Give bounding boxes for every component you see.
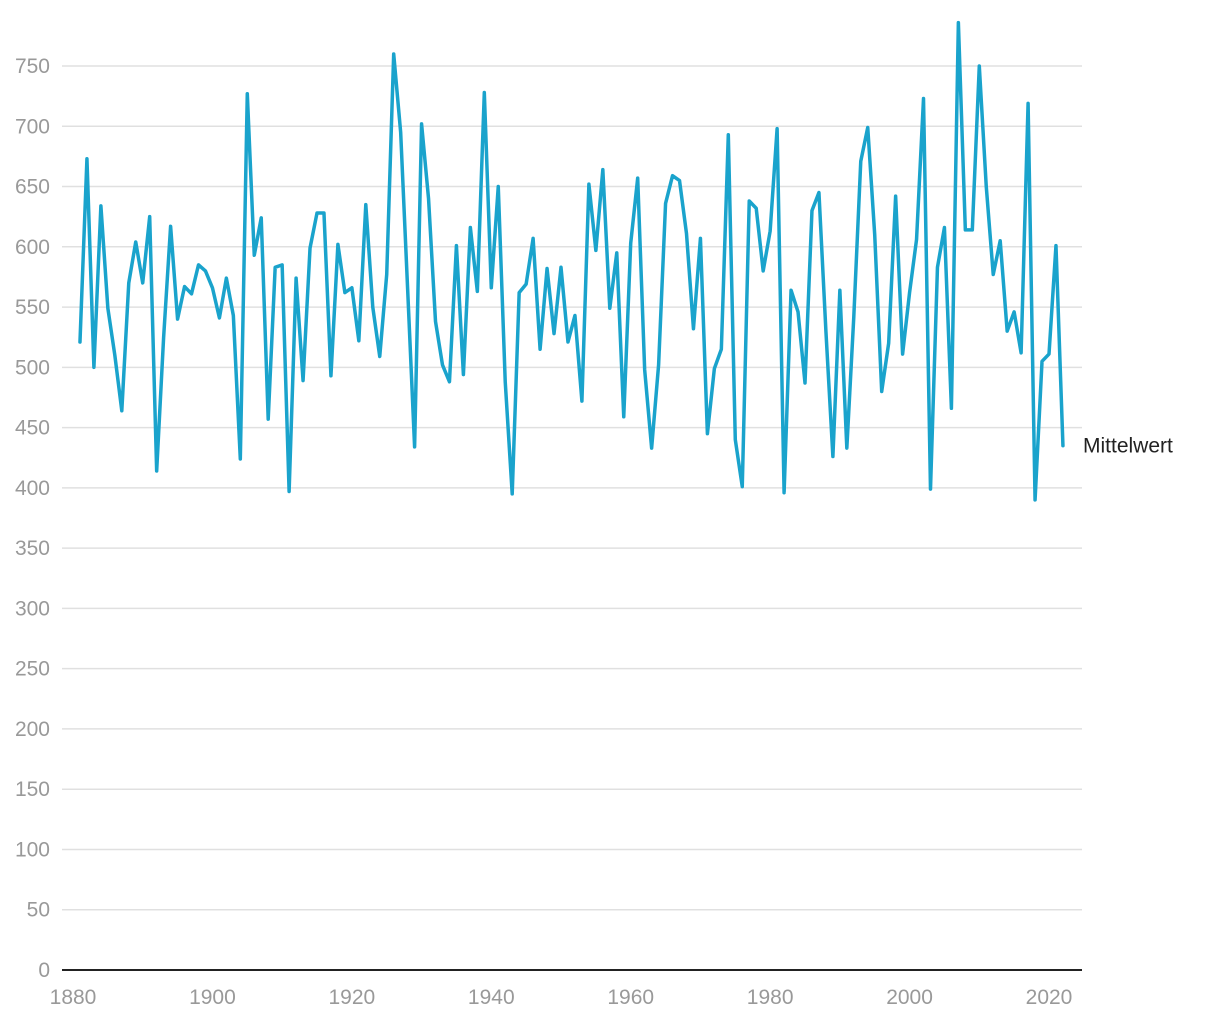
y-tick-label-200: 200 bbox=[15, 718, 50, 741]
series-line-mittelwert bbox=[78, 20, 1065, 502]
y-tick-label-650: 650 bbox=[15, 176, 50, 199]
x-tick-label-1940: 1940 bbox=[468, 986, 515, 1009]
x-tick-label-2020: 2020 bbox=[1026, 986, 1073, 1009]
y-tick-label-500: 500 bbox=[15, 356, 50, 379]
x-axis-ticks: 1880 1900 1920 1940 1960 1980 2000 2020 bbox=[50, 986, 1073, 1009]
y-tick-label-450: 450 bbox=[15, 417, 50, 440]
y-tick-label-600: 600 bbox=[15, 236, 50, 259]
x-tick-label-1900: 1900 bbox=[189, 986, 236, 1009]
x-tick-label-1980: 1980 bbox=[747, 986, 794, 1009]
y-tick-label-750: 750 bbox=[15, 55, 50, 78]
y-tick-label-150: 150 bbox=[15, 778, 50, 801]
y-tick-label-350: 350 bbox=[15, 537, 50, 560]
x-tick-label-2000: 2000 bbox=[886, 986, 933, 1009]
series-label: Mittelwert bbox=[1083, 435, 1173, 458]
y-tick-label-250: 250 bbox=[15, 658, 50, 681]
x-tick-label-1880: 1880 bbox=[50, 986, 97, 1009]
y-tick-label-0: 0 bbox=[38, 959, 50, 982]
y-axis-ticks: 0 50 100 150 200 250 300 350 400 450 500 550 600 650 7… bbox=[15, 55, 50, 982]
y-tick-label-700: 700 bbox=[15, 115, 50, 138]
x-tick-label-1920: 1920 bbox=[328, 986, 375, 1009]
y-tick-label-400: 400 bbox=[15, 477, 50, 500]
y-tick-label-50: 50 bbox=[27, 899, 50, 922]
y-tick-label-300: 300 bbox=[15, 597, 50, 620]
y-tick-label-550: 550 bbox=[15, 296, 50, 319]
x-tick-label-1960: 1960 bbox=[607, 986, 654, 1009]
y-tick-label-100: 100 bbox=[15, 838, 50, 861]
